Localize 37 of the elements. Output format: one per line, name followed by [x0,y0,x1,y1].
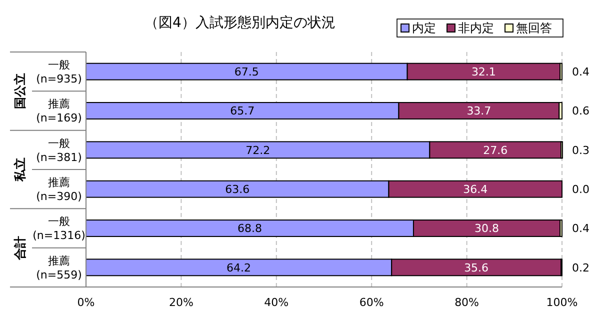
data-label: 0.4 [572,65,590,78]
x-tick-label: 60% [359,296,384,309]
data-label: 35.6 [464,261,489,274]
data-label: 0.3 [572,144,590,157]
y-tick-label: 一般 (n=1316) [32,215,86,242]
data-label: 32.1 [471,65,496,78]
x-tick-label: 0% [77,296,95,309]
data-label: 0.6 [572,104,590,118]
data-label: 36.4 [463,182,488,196]
data-label: 30.8 [474,222,500,236]
legend-label: 無回答 [516,21,552,36]
x-tick-label: 80% [454,296,480,309]
y-tick-label: 推薦 (n=559) [36,254,82,282]
data-label: 65.7 [230,104,255,118]
y-tick-label: 一般 (n=935) [36,58,82,86]
data-label: 0.4 [572,222,590,236]
data-label: 67.5 [234,65,259,78]
legend-label: 内定 [412,21,436,36]
y-tick-label: 一般 (n=381) [36,136,82,164]
data-label: 63.6 [225,182,250,196]
text: 合計 [13,236,28,261]
text: 私立 [13,158,28,182]
data-label: 64.2 [226,261,252,274]
legend-label: 非内定 [458,21,494,36]
y-tick-label: 推薦 (n=169) [36,98,82,125]
x-tick-label: 40% [264,296,289,309]
text: 国公立 [13,73,28,110]
data-label: 0.0 [572,182,590,196]
data-label: 72.2 [246,144,270,157]
data-label: 27.6 [483,144,508,157]
chart-title: （図4）入試形態別内定の状況 [144,15,336,31]
data-label: 0.2 [572,261,590,274]
data-label: 33.7 [466,104,492,118]
y-tick-label: 推薦 (n=390) [36,176,82,203]
x-tick-label: 100% [546,296,578,309]
data-label: 68.8 [237,222,262,236]
x-tick-label: 20% [168,296,194,309]
